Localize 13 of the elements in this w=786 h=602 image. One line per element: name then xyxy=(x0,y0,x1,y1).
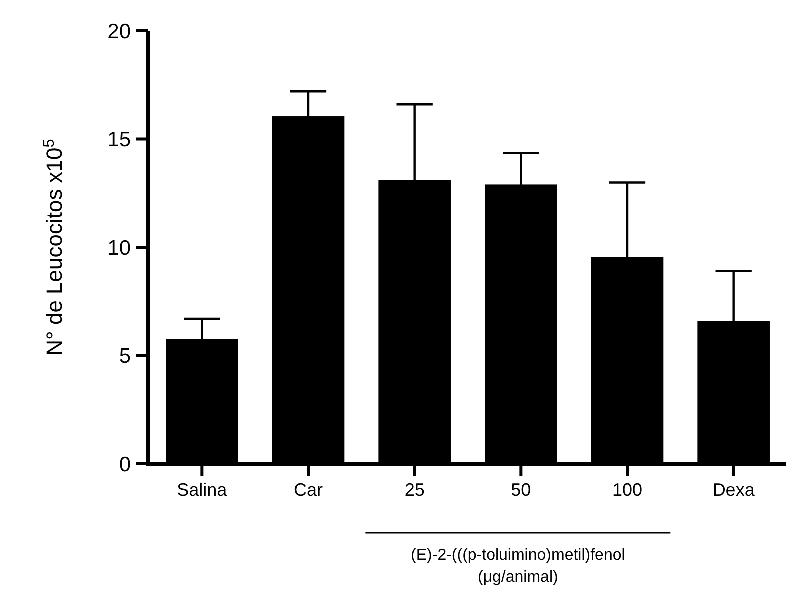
text: (μg/animal) xyxy=(478,569,558,586)
y-tick-label: 5 xyxy=(119,345,131,368)
x-tick-label: Dexa xyxy=(712,480,756,500)
text: (E)-2-(((p-toluimino)metil)fenol xyxy=(411,547,626,564)
y-tick-label: 20 xyxy=(108,20,131,44)
x-tick-label: 50 xyxy=(511,480,532,500)
y-tick-label: 0 xyxy=(119,453,131,476)
y-tick-label: 15 xyxy=(108,128,131,152)
y-tick-label: 10 xyxy=(108,236,131,260)
x-tick-label: 100 xyxy=(612,480,643,500)
x-tick-label: 25 xyxy=(404,480,425,500)
x-tick-label: Car xyxy=(294,480,324,500)
x-tick-label: Salina xyxy=(177,480,228,500)
